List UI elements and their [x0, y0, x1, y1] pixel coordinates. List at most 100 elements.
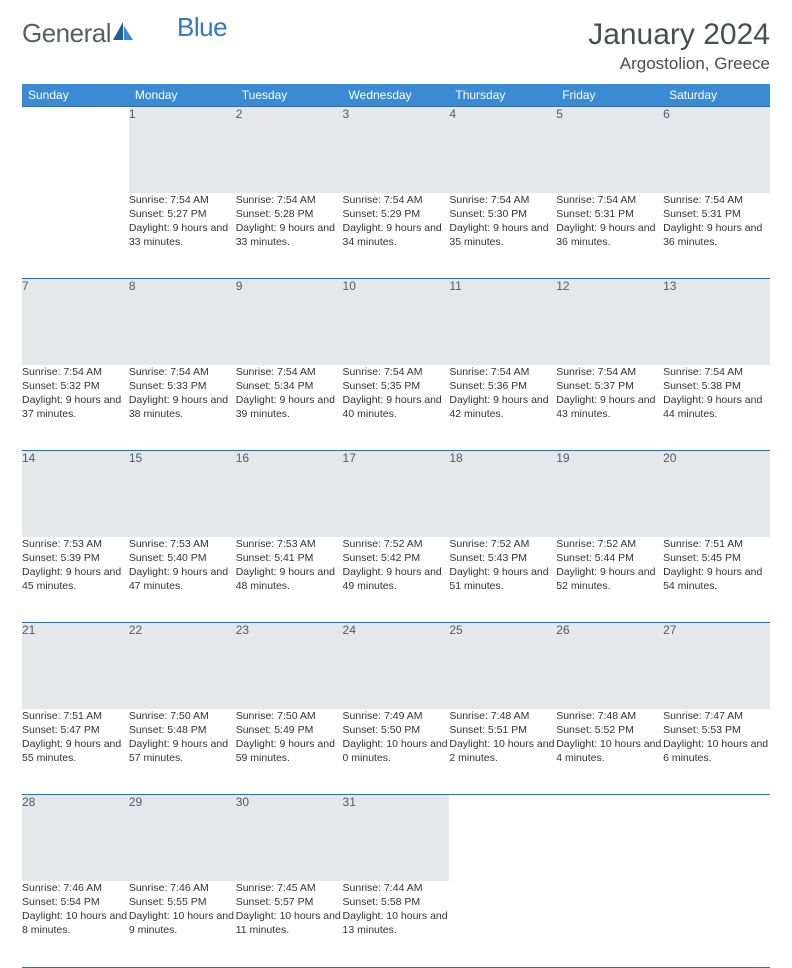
sunrise-text: Sunrise: 7:54 AM — [22, 365, 129, 379]
sunset-text: Sunset: 5:37 PM — [556, 379, 663, 393]
sunrise-text: Sunrise: 7:54 AM — [236, 193, 343, 207]
weekday-header: Tuesday — [236, 84, 343, 107]
day-number — [663, 795, 770, 881]
daylight-text: Daylight: 10 hours and 13 minutes. — [343, 909, 450, 937]
day-number — [556, 795, 663, 881]
daynum-row: 14151617181920 — [22, 451, 770, 537]
title-block: January 2024 Argostolion, Greece — [588, 18, 770, 74]
sunset-text: Sunset: 5:47 PM — [22, 723, 129, 737]
daylight-text: Daylight: 9 hours and 33 minutes. — [129, 221, 236, 249]
sunrise-text: Sunrise: 7:54 AM — [343, 365, 450, 379]
sunset-text: Sunset: 5:52 PM — [556, 723, 663, 737]
daylight-text: Daylight: 10 hours and 9 minutes. — [129, 909, 236, 937]
weekday-header: Monday — [129, 84, 236, 107]
daylight-text: Daylight: 9 hours and 51 minutes. — [449, 565, 556, 593]
sunset-text: Sunset: 5:27 PM — [129, 207, 236, 221]
daylight-text: Daylight: 10 hours and 2 minutes. — [449, 737, 556, 765]
day-detail — [556, 881, 663, 967]
daylight-text: Daylight: 9 hours and 45 minutes. — [22, 565, 129, 593]
day-number — [449, 795, 556, 881]
day-detail: Sunrise: 7:54 AMSunset: 5:29 PMDaylight:… — [343, 193, 450, 279]
sunrise-text: Sunrise: 7:45 AM — [236, 881, 343, 895]
sunset-text: Sunset: 5:43 PM — [449, 551, 556, 565]
day-detail: Sunrise: 7:51 AMSunset: 5:47 PMDaylight:… — [22, 709, 129, 795]
day-detail: Sunrise: 7:52 AMSunset: 5:42 PMDaylight:… — [343, 537, 450, 623]
day-number: 19 — [556, 451, 663, 537]
sunset-text: Sunset: 5:50 PM — [343, 723, 450, 737]
day-number: 9 — [236, 279, 343, 365]
weekday-header: Wednesday — [343, 84, 450, 107]
day-number: 13 — [663, 279, 770, 365]
detail-row: Sunrise: 7:51 AMSunset: 5:47 PMDaylight:… — [22, 709, 770, 795]
sunrise-text: Sunrise: 7:50 AM — [129, 709, 236, 723]
day-detail: Sunrise: 7:48 AMSunset: 5:52 PMDaylight:… — [556, 709, 663, 795]
daylight-text: Daylight: 9 hours and 40 minutes. — [343, 393, 450, 421]
weekday-header: Sunday — [22, 84, 129, 107]
sunset-text: Sunset: 5:49 PM — [236, 723, 343, 737]
sunset-text: Sunset: 5:42 PM — [343, 551, 450, 565]
daylight-text: Daylight: 9 hours and 44 minutes. — [663, 393, 770, 421]
weekday-header: Saturday — [663, 84, 770, 107]
sunrise-text: Sunrise: 7:53 AM — [236, 537, 343, 551]
day-number: 3 — [343, 107, 450, 193]
day-detail: Sunrise: 7:53 AMSunset: 5:41 PMDaylight:… — [236, 537, 343, 623]
sunset-text: Sunset: 5:29 PM — [343, 207, 450, 221]
detail-row: Sunrise: 7:54 AMSunset: 5:27 PMDaylight:… — [22, 193, 770, 279]
daylight-text: Daylight: 9 hours and 36 minutes. — [556, 221, 663, 249]
bottom-rule — [22, 967, 770, 968]
detail-row: Sunrise: 7:54 AMSunset: 5:32 PMDaylight:… — [22, 365, 770, 451]
weekday-header-row: Sunday Monday Tuesday Wednesday Thursday… — [22, 84, 770, 107]
sunrise-text: Sunrise: 7:50 AM — [236, 709, 343, 723]
daylight-text: Daylight: 9 hours and 57 minutes. — [129, 737, 236, 765]
sunset-text: Sunset: 5:30 PM — [449, 207, 556, 221]
sunrise-text: Sunrise: 7:52 AM — [556, 537, 663, 551]
sunset-text: Sunset: 5:33 PM — [129, 379, 236, 393]
sunrise-text: Sunrise: 7:51 AM — [663, 537, 770, 551]
sunrise-text: Sunrise: 7:46 AM — [22, 881, 129, 895]
sunset-text: Sunset: 5:38 PM — [663, 379, 770, 393]
sunset-text: Sunset: 5:51 PM — [449, 723, 556, 737]
sunrise-text: Sunrise: 7:54 AM — [556, 193, 663, 207]
daylight-text: Daylight: 9 hours and 48 minutes. — [236, 565, 343, 593]
day-detail: Sunrise: 7:47 AMSunset: 5:53 PMDaylight:… — [663, 709, 770, 795]
month-title: January 2024 — [588, 18, 770, 52]
daynum-row: 78910111213 — [22, 279, 770, 365]
sunrise-text: Sunrise: 7:48 AM — [449, 709, 556, 723]
daylight-text: Daylight: 10 hours and 0 minutes. — [343, 737, 450, 765]
detail-row: Sunrise: 7:53 AMSunset: 5:39 PMDaylight:… — [22, 537, 770, 623]
day-detail: Sunrise: 7:54 AMSunset: 5:35 PMDaylight:… — [343, 365, 450, 451]
sunrise-text: Sunrise: 7:49 AM — [343, 709, 450, 723]
brand-blue: Blue — [177, 12, 227, 43]
daylight-text: Daylight: 9 hours and 39 minutes. — [236, 393, 343, 421]
day-detail: Sunrise: 7:53 AMSunset: 5:39 PMDaylight:… — [22, 537, 129, 623]
sunrise-text: Sunrise: 7:54 AM — [663, 193, 770, 207]
day-detail: Sunrise: 7:54 AMSunset: 5:36 PMDaylight:… — [449, 365, 556, 451]
daylight-text: Daylight: 9 hours and 36 minutes. — [663, 221, 770, 249]
sunset-text: Sunset: 5:40 PM — [129, 551, 236, 565]
day-detail: Sunrise: 7:54 AMSunset: 5:32 PMDaylight:… — [22, 365, 129, 451]
daylight-text: Daylight: 9 hours and 43 minutes. — [556, 393, 663, 421]
day-number: 18 — [449, 451, 556, 537]
sunset-text: Sunset: 5:58 PM — [343, 895, 450, 909]
sunset-text: Sunset: 5:55 PM — [129, 895, 236, 909]
sunrise-text: Sunrise: 7:52 AM — [449, 537, 556, 551]
day-number: 16 — [236, 451, 343, 537]
day-number: 30 — [236, 795, 343, 881]
day-detail: Sunrise: 7:51 AMSunset: 5:45 PMDaylight:… — [663, 537, 770, 623]
daynum-row: 28293031 — [22, 795, 770, 881]
day-number: 14 — [22, 451, 129, 537]
day-number: 29 — [129, 795, 236, 881]
weekday-header: Thursday — [449, 84, 556, 107]
day-detail — [663, 881, 770, 967]
daylight-text: Daylight: 9 hours and 52 minutes. — [556, 565, 663, 593]
daylight-text: Daylight: 9 hours and 47 minutes. — [129, 565, 236, 593]
day-number: 25 — [449, 623, 556, 709]
daylight-text: Daylight: 9 hours and 37 minutes. — [22, 393, 129, 421]
sunrise-text: Sunrise: 7:53 AM — [22, 537, 129, 551]
day-number: 23 — [236, 623, 343, 709]
day-number: 26 — [556, 623, 663, 709]
sunrise-text: Sunrise: 7:54 AM — [236, 365, 343, 379]
day-detail: Sunrise: 7:48 AMSunset: 5:51 PMDaylight:… — [449, 709, 556, 795]
daynum-row: 123456 — [22, 107, 770, 193]
sunset-text: Sunset: 5:35 PM — [343, 379, 450, 393]
